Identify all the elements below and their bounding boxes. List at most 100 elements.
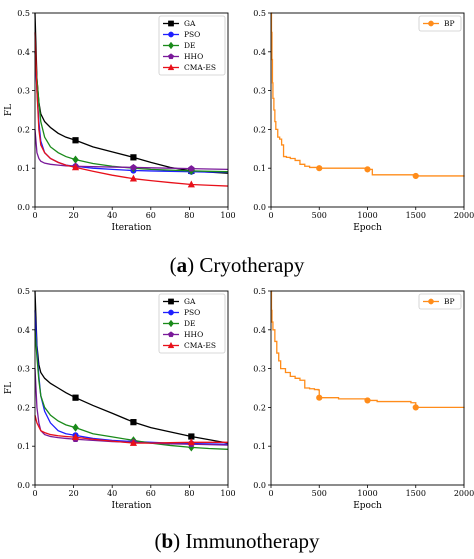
y-tick-label: 0.5 <box>17 9 30 18</box>
series-line-bp <box>270 290 465 409</box>
legend: GA PSO DE HHO CMA-ES <box>158 15 226 76</box>
legend-label: BP <box>444 19 455 28</box>
data-point-cma-es <box>187 180 195 188</box>
x-tick-label: 40 <box>107 489 117 498</box>
caption: (a) Cryotherapy <box>170 253 305 277</box>
y-tick-label: 0.3 <box>17 365 30 374</box>
caption-paren-open: ( <box>154 529 161 553</box>
chart-cryo-epoch: 0 500 1000 1500 2000 0.0 0.1 0.2 0.3 0.4 0.5 Epoch B… <box>253 9 474 233</box>
legend-label: HHO <box>184 330 203 339</box>
legend-label: HHO <box>184 52 203 61</box>
y-tick-label: 0.3 <box>253 365 266 374</box>
x-tick-label: 2000 <box>454 489 474 498</box>
x-tick-label: 0 <box>32 489 37 498</box>
y-tick-label: 0.2 <box>17 125 30 134</box>
x-axis-label: Epoch <box>353 501 382 511</box>
legend: BP <box>418 15 462 32</box>
y-tick-label: 0.3 <box>253 87 266 96</box>
y-tick-label: 0.5 <box>253 287 266 296</box>
x-tick-label: 80 <box>184 211 194 220</box>
legend-box <box>158 293 226 354</box>
y-tick-label: 0.4 <box>17 48 30 57</box>
legend-label: GA <box>184 19 196 28</box>
data-point-ga <box>130 419 137 426</box>
y-tick-label: 0.4 <box>253 326 266 335</box>
legend-marker-bp <box>428 298 434 305</box>
data-point-ga <box>72 137 79 144</box>
y-tick-label: 0.1 <box>253 164 266 173</box>
legend: GA PSO DE HHO CMA-ES <box>158 293 226 354</box>
data-point-bp <box>364 397 371 404</box>
legend-box <box>418 293 462 310</box>
y-tick-label: 0.0 <box>253 203 266 212</box>
legend-marker-ga <box>168 20 174 27</box>
legend-box <box>158 15 226 76</box>
y-tick-label: 0.2 <box>17 403 30 412</box>
data-point-ga <box>130 154 137 161</box>
x-tick-label: 60 <box>146 211 156 220</box>
y-tick-label: 0.0 <box>17 203 30 212</box>
legend-label: GA <box>184 297 196 306</box>
series-line-bp <box>270 12 465 177</box>
data-point-cma-es <box>187 438 195 446</box>
data-point-de <box>72 423 79 432</box>
data-point-hho <box>130 163 137 171</box>
y-axis-label: FL <box>4 382 14 394</box>
caption-letter: b <box>161 529 173 553</box>
y-tick-label: 0.1 <box>17 164 30 173</box>
caption: (b) Immunotherapy <box>154 529 320 553</box>
x-tick-label: 500 <box>312 211 327 220</box>
x-axis-label: Iteration <box>112 501 152 511</box>
caption-text: ) Cryotherapy <box>187 253 305 277</box>
legend-marker-pso <box>168 309 174 316</box>
chart-immuno-epoch: 0 500 1000 1500 2000 0.0 0.1 0.2 0.3 0.4 0.5 Epoch B… <box>253 287 474 511</box>
x-tick-label: 20 <box>69 489 79 498</box>
caption-letter: a <box>177 253 188 277</box>
legend-label: BP <box>444 297 455 306</box>
legend-marker-cma-es <box>167 341 175 349</box>
x-tick-label: 1500 <box>406 489 426 498</box>
y-axis-label: FL <box>4 104 14 116</box>
x-tick-label: 2000 <box>454 211 474 220</box>
legend-label: DE <box>184 41 196 50</box>
legend-label: PSO <box>184 308 200 317</box>
legend-marker-pso <box>168 31 174 38</box>
data-point-cma-es <box>71 163 80 171</box>
legend-marker-cma-es <box>167 63 175 71</box>
plot-frame <box>34 12 229 208</box>
y-tick-label: 0.4 <box>253 48 266 57</box>
data-point-bp <box>316 165 323 172</box>
data-point-bp <box>412 172 419 180</box>
legend-label: CMA-ES <box>184 63 216 72</box>
x-axis-label: Epoch <box>353 223 382 233</box>
legend-label: DE <box>184 319 196 328</box>
legend-marker-de <box>168 41 174 50</box>
caption-paren-open: ( <box>170 253 177 277</box>
data-point-cma-es <box>129 174 138 182</box>
chart-immuno-iter: 0 20 40 60 80 100 0.0 0.1 0.2 0.3 0.4 0.5 Iteration F… <box>4 287 236 511</box>
chart-cryo-iter: 0 20 40 60 80 100 0.0 0.1 0.2 0.3 0.4 0.5 Iteration F… <box>4 9 236 233</box>
x-tick-label: 500 <box>312 489 327 498</box>
x-tick-label: 80 <box>184 489 194 498</box>
y-tick-label: 0.2 <box>253 125 266 134</box>
data-point-bp <box>316 394 323 401</box>
data-point-de <box>72 155 79 164</box>
x-tick-label: 0 <box>32 211 37 220</box>
data-point-hho <box>188 165 195 172</box>
y-tick-label: 0.3 <box>17 87 30 96</box>
y-tick-label: 0.0 <box>253 481 266 490</box>
legend-marker-de <box>168 319 174 328</box>
x-tick-label: 1000 <box>357 211 377 220</box>
data-point-ga <box>72 394 79 401</box>
x-tick-label: 1500 <box>406 211 426 220</box>
caption-text: ) Immunotherapy <box>173 529 320 553</box>
legend: BP <box>418 293 462 310</box>
data-point-cma-es <box>71 433 80 441</box>
y-tick-label: 0.2 <box>253 403 266 412</box>
y-tick-label: 0.4 <box>17 326 30 335</box>
x-tick-label: 0 <box>268 489 273 498</box>
plot-frame <box>270 290 465 486</box>
series-line-hho <box>34 129 229 171</box>
x-tick-label: 60 <box>146 489 156 498</box>
